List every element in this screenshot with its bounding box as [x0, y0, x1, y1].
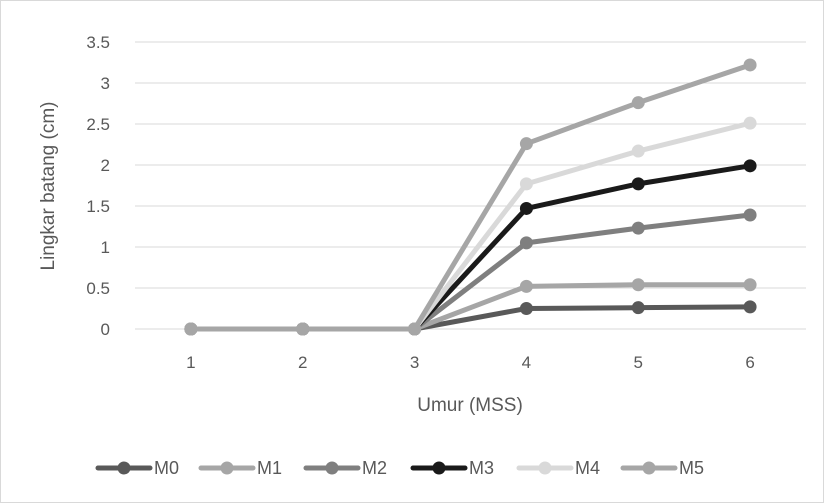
data-point: [743, 159, 757, 173]
data-point: [519, 177, 533, 191]
data-point: [519, 302, 533, 315]
data-point: [743, 208, 757, 222]
x-axis-ticks: 1 2 3 4 5 6: [186, 353, 755, 372]
y-tick-label: 2.5: [86, 115, 110, 134]
data-point: [519, 137, 533, 151]
data-point: [296, 322, 310, 336]
legend-item: M2: [303, 458, 387, 478]
legend-item: M5: [620, 458, 704, 478]
y-tick-label: 3: [101, 74, 110, 93]
data-point: [631, 301, 645, 315]
data-point: [743, 116, 757, 130]
data-point: [631, 144, 645, 158]
x-tick-label: 3: [410, 353, 419, 372]
x-tick-label: 5: [634, 353, 643, 372]
series-lines: [184, 58, 757, 336]
y-tick-label: 3.5: [86, 33, 110, 52]
legend-item: M4: [516, 458, 600, 478]
data-point: [631, 177, 645, 191]
legend-item: M3: [410, 458, 494, 478]
data-point: [519, 279, 533, 293]
x-tick-label: 6: [745, 353, 754, 372]
legend-swatch-marker: [432, 461, 446, 475]
y-tick-label: 0: [101, 320, 110, 339]
data-point: [743, 278, 757, 292]
data-point: [743, 300, 757, 314]
y-tick-label: 1: [101, 238, 110, 257]
x-tick-label: 4: [522, 353, 531, 372]
y-axis-title: Lingkar batang (cm): [38, 102, 59, 271]
legend-item: M0: [95, 458, 179, 478]
series-m5: [184, 58, 757, 336]
legend-label: M1: [257, 458, 282, 478]
legend-swatch-marker: [220, 461, 234, 475]
legend-label: M0: [154, 458, 179, 478]
data-point: [631, 96, 645, 110]
y-tick-label: 2: [101, 156, 110, 175]
legend-label: M3: [469, 458, 494, 478]
legend-swatch-marker: [538, 461, 552, 475]
legend-label: M5: [679, 458, 704, 478]
data-point: [519, 236, 533, 250]
data-point: [631, 278, 645, 292]
legend-label: M2: [362, 458, 387, 478]
legend-swatch-marker: [117, 461, 131, 475]
x-axis-title: Umur (MSS): [417, 395, 523, 416]
y-tick-label: 0.5: [86, 279, 110, 298]
legend: M0 M1 M2 M3 M4 M5: [95, 458, 704, 478]
data-point: [519, 201, 533, 215]
legend-item: M1: [198, 458, 282, 478]
y-axis-ticks: 0 0.5 1 1.5 2 2.5 3 3.5: [86, 33, 110, 339]
x-tick-label: 1: [186, 353, 195, 372]
data-point: [743, 58, 757, 72]
data-point: [408, 322, 422, 336]
legend-label: M4: [575, 458, 600, 478]
series-line: [188, 62, 753, 332]
legend-swatch-marker: [325, 461, 339, 475]
legend-swatch-marker: [642, 461, 656, 475]
y-tick-label: 1.5: [86, 197, 110, 216]
data-point: [184, 322, 198, 336]
data-point: [631, 221, 645, 235]
x-tick-label: 2: [298, 353, 307, 372]
